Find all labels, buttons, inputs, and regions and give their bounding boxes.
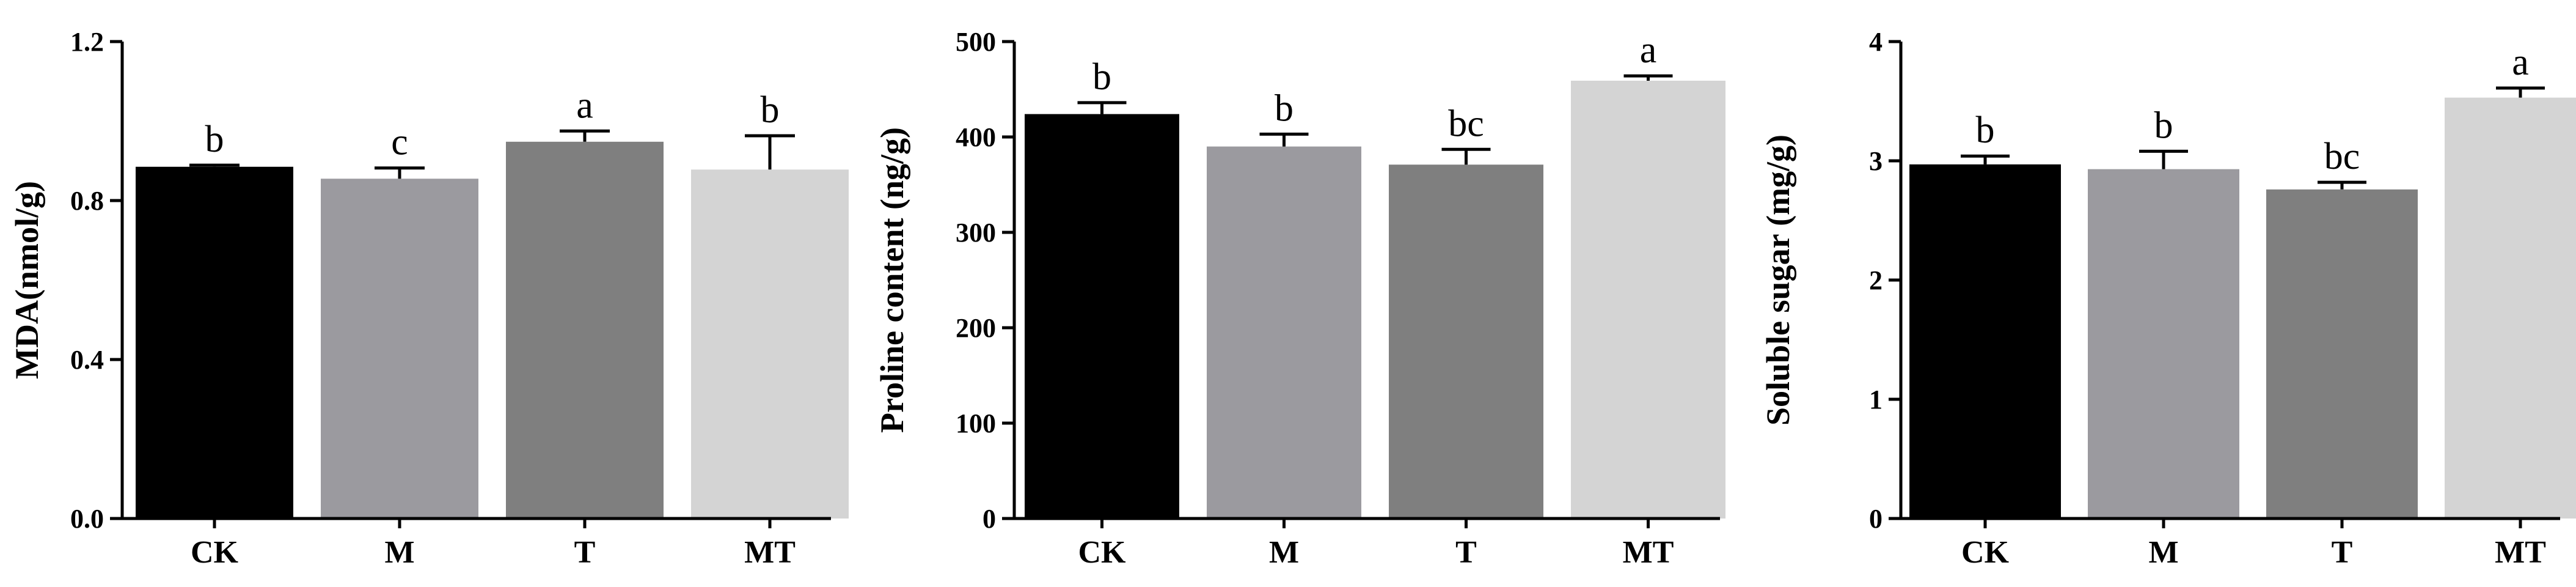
error-bar-mt	[745, 134, 795, 170]
bar-ck	[136, 166, 293, 519]
y-tick-label: 3	[1869, 146, 1883, 176]
x-tick-label-m: M	[1269, 535, 1299, 570]
bar-ck	[1025, 114, 1179, 519]
significance-label-t: a	[576, 84, 593, 126]
significance-label-m: c	[391, 122, 408, 163]
bar-m	[2088, 169, 2239, 519]
x-tick-label-m: M	[2148, 535, 2178, 570]
x-tick-label-t: T	[2332, 535, 2353, 570]
bar-m	[1207, 146, 1361, 519]
error-bar-t	[2318, 180, 2366, 190]
error-bar-mt	[1623, 74, 1673, 81]
bar-t	[1389, 164, 1543, 519]
significance-label-m: b	[2154, 105, 2173, 146]
bar-t	[506, 141, 664, 519]
bar-m	[321, 179, 478, 519]
x-tick-label-ck: CK	[1961, 535, 2010, 570]
x-tick-label-mt: MT	[2495, 535, 2546, 570]
x-tick-label-t: T	[574, 535, 596, 570]
bar-ck	[1909, 164, 2061, 519]
y-tick-label: 0	[1869, 504, 1883, 534]
significance-label-ck: b	[1092, 56, 1111, 98]
significance-label-mt: b	[761, 89, 780, 131]
y-tick-label: 200	[956, 313, 996, 343]
bar-t	[2266, 189, 2418, 519]
significance-label-mt: a	[1640, 29, 1657, 71]
y-axis-title: Soluble sugar (mg/g)	[1760, 135, 1796, 426]
significance-label-ck: b	[205, 119, 224, 160]
significance-label-m: b	[1275, 87, 1293, 129]
significance-label-ck: b	[1976, 109, 1995, 151]
error-bar-ck	[1961, 154, 2010, 164]
y-tick-label: 0	[982, 504, 996, 534]
x-tick-label-t: T	[1455, 535, 1477, 570]
y-tick-label: 100	[956, 408, 996, 438]
y-axis-title: Proline content (ng/g)	[874, 127, 910, 433]
x-tick-label-ck: CK	[1078, 535, 1127, 570]
bar-mt	[2445, 97, 2576, 519]
error-bar-t	[1441, 147, 1491, 165]
y-tick-label: 1	[1869, 385, 1883, 415]
y-tick-label: 0.4	[70, 345, 104, 375]
y-axis-title: MDA(nmol/g)	[9, 181, 45, 379]
y-tick-label: 400	[956, 122, 996, 152]
bar-mt	[1571, 80, 1725, 519]
significance-label-t: bc	[2324, 136, 2360, 177]
y-tick-label: 0.8	[70, 186, 104, 216]
error-bar-ck	[189, 163, 240, 167]
chart-panel-1: b CK c Ma Tb MT 0.0 0.4 0.8 1.2 MDA(nmol/g)	[9, 27, 849, 570]
error-bar-m	[1259, 132, 1309, 147]
y-tick-label: 4	[1869, 27, 1883, 57]
y-tick-label: 300	[956, 218, 996, 248]
error-bar-m	[2139, 149, 2188, 169]
y-tick-label: 1.2	[70, 27, 104, 57]
y-tick-label: 0.0	[70, 504, 104, 534]
x-tick-label-mt: MT	[1623, 535, 1674, 570]
chart-panel-2: b CK b Mbc Ta MT 0 100 200 300 400 500 Proline conte…	[874, 27, 1725, 570]
significance-label-t: bc	[1448, 103, 1484, 144]
x-tick-label-ck: CK	[191, 535, 239, 570]
error-bar-t	[560, 129, 610, 142]
significance-label-mt: a	[2512, 42, 2529, 83]
error-bar-m	[375, 166, 425, 179]
bar-mt	[691, 169, 849, 519]
error-bar-ck	[1077, 101, 1127, 114]
x-tick-label-m: M	[384, 535, 414, 570]
y-tick-label: 500	[956, 27, 996, 57]
y-tick-label: 2	[1869, 265, 1883, 295]
error-bar-mt	[2496, 86, 2545, 98]
chart-panel-3: b CK b Mbc Ta MT 0 1 2 3 4 Soluble sugar (mg/g)	[1760, 27, 2576, 570]
x-tick-label-mt: MT	[744, 535, 796, 570]
